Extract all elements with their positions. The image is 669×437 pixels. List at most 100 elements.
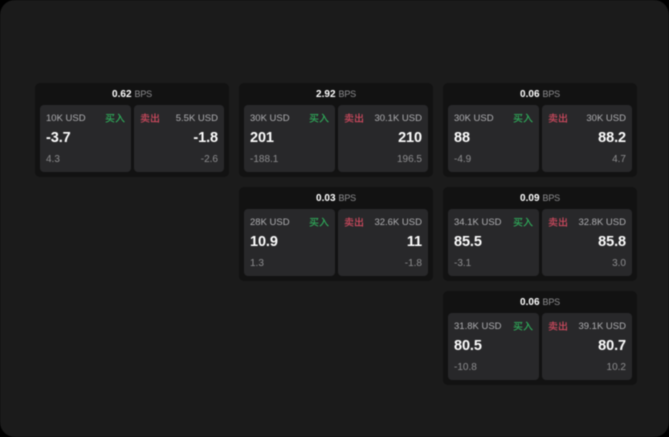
- buy-label-row: 34.1K USD 买入: [454, 216, 533, 228]
- buy-label-row: 10K USD 买入: [46, 112, 125, 124]
- quote-panels: 30K USD 买入 201 -188.1 卖出 30.1K USD: [239, 105, 433, 177]
- buy-price: 85.5: [454, 234, 482, 250]
- buy-action-label: 买入: [512, 217, 533, 227]
- buy-size-label: 28K USD: [250, 216, 290, 228]
- sell-action-glyphs: [344, 217, 363, 227]
- buy-action-text: 买入: [513, 123, 514, 124]
- spread-header: 0.06 BPS: [443, 83, 637, 105]
- sell-action-label: 卖出: [344, 217, 364, 227]
- spread-header: 2.92 BPS: [239, 83, 433, 105]
- buy-quote-panel[interactable]: 28K USD 买入 10.9 1.3: [244, 209, 335, 276]
- buy-action-glyphs: [308, 113, 329, 123]
- sell-action-text: 卖出: [344, 123, 345, 124]
- sell-size-label: 32.6K USD: [374, 216, 422, 228]
- sell-action-text: 卖出: [548, 123, 549, 124]
- buy-action-glyphs: [512, 113, 533, 123]
- spread-unit: BPS: [338, 193, 357, 203]
- buy-price: 201: [250, 130, 274, 146]
- buy-action-text: 买入: [105, 123, 106, 124]
- buy-size-label: 30K USD: [250, 112, 290, 124]
- buy-delta: -3.1: [454, 258, 472, 269]
- spread-header: 0.06 BPS: [443, 291, 637, 313]
- spread-unit: BPS: [134, 89, 153, 99]
- sell-action-label: 卖出: [344, 113, 364, 123]
- sell-quote-panel[interactable]: 卖出 5.5K USD -1.8 -2.6: [133, 105, 224, 172]
- sell-action-text: 卖出: [548, 227, 549, 228]
- buy-delta: -4.9: [454, 154, 472, 165]
- sell-price: 210: [398, 130, 422, 146]
- buy-action-label: 买入: [512, 113, 533, 124]
- sell-label-row: 卖出 39.1K USD: [548, 320, 626, 332]
- sell-action-glyphs: [548, 217, 567, 227]
- buy-label-row: 28K USD 买入: [250, 216, 329, 228]
- sell-price: -1.8: [193, 130, 218, 146]
- buy-size-label: 10K USD: [46, 112, 86, 124]
- sell-delta: -2.6: [200, 154, 218, 165]
- sell-size-label: 39.1K USD: [578, 320, 626, 332]
- sell-size-label: 5.5K USD: [175, 112, 218, 124]
- sell-quote-panel[interactable]: 卖出 30.1K USD 210 196.5: [337, 105, 428, 172]
- sell-action-label: 卖出: [548, 217, 568, 227]
- sell-quote-panel[interactable]: 卖出 39.1K USD 80.7 10.2: [541, 313, 632, 380]
- sell-action-glyphs: [548, 113, 567, 123]
- sell-delta: -1.8: [404, 258, 422, 269]
- sell-price: 88.2: [598, 130, 626, 146]
- buy-size-label: 34.1K USD: [454, 216, 502, 228]
- sell-action-glyphs: [548, 321, 567, 331]
- buy-action-glyphs: [512, 321, 533, 331]
- buy-action-label: 买入: [308, 113, 329, 123]
- spread-value: 0.03: [316, 192, 336, 204]
- sell-quote-panel[interactable]: 卖出 32.8K USD 85.8 3.0: [541, 209, 632, 276]
- sell-quote-panel[interactable]: 卖出 32.6K USD 11 -1.8: [337, 209, 428, 276]
- buy-action-label: 买入: [308, 217, 329, 227]
- buy-price: 80.5: [454, 338, 482, 354]
- buy-price: 10.9: [250, 234, 278, 250]
- buy-action-label: 买入: [512, 321, 533, 332]
- buy-action-glyphs: [104, 113, 125, 123]
- sell-delta: 3.0: [612, 258, 626, 269]
- sell-price: 85.8: [598, 234, 626, 250]
- spread-header: 0.09 BPS: [443, 187, 637, 209]
- spread-unit: BPS: [542, 193, 561, 203]
- sell-size-label: 30K USD: [586, 112, 626, 124]
- spread-value: 2.92: [316, 88, 336, 100]
- sell-action-label: 卖出: [140, 113, 160, 123]
- sell-action-glyphs: [344, 113, 363, 123]
- spread-unit: BPS: [338, 89, 357, 99]
- sell-action-label: 卖出: [548, 113, 568, 123]
- sell-label-row: 卖出 30K USD: [548, 112, 626, 124]
- quote-panels: 34.1K USD 买入 85.5 -3.1 卖出 32.8K USD: [443, 209, 637, 281]
- sell-size-label: 30.1K USD: [374, 112, 422, 124]
- buy-quote-panel[interactable]: 30K USD 买入 88 -4.9: [448, 105, 539, 172]
- sell-label-row: 卖出 32.8K USD: [548, 216, 626, 228]
- spread-unit: BPS: [542, 297, 561, 307]
- buy-action-text: 买入: [513, 331, 514, 332]
- buy-delta: 4.3: [46, 154, 60, 165]
- spread-header: 0.03 BPS: [239, 187, 433, 209]
- spread-unit: BPS: [542, 89, 561, 99]
- quote-panels: 10K USD 买入 -3.7 4.3 卖出 5.5K USD: [35, 105, 229, 177]
- spread-header: 0.62 BPS: [35, 83, 229, 105]
- quote-panels: 31.8K USD 买入 80.5 -10.8 卖出 39.1K USD: [443, 313, 637, 385]
- buy-quote-panel[interactable]: 10K USD 买入 -3.7 4.3: [40, 105, 131, 172]
- buy-label-row: 30K USD 买入: [250, 112, 329, 124]
- sell-delta: 196.5: [396, 154, 422, 165]
- buy-delta: -10.8: [454, 362, 477, 373]
- sell-label-row: 卖出 5.5K USD: [140, 112, 218, 124]
- buy-quote-panel[interactable]: 31.8K USD 买入 80.5 -10.8: [448, 313, 539, 380]
- buy-quote-panel[interactable]: 34.1K USD 买入 85.5 -3.1: [448, 209, 539, 276]
- buy-quote-panel[interactable]: 30K USD 买入 201 -188.1: [244, 105, 335, 172]
- buy-action-glyphs: [512, 217, 533, 227]
- sell-quote-panel[interactable]: 卖出 30K USD 88.2 4.7: [541, 105, 632, 172]
- sell-action-text: 卖出: [548, 331, 549, 332]
- buy-action-glyphs: [308, 217, 329, 227]
- spread-value: 0.09: [520, 192, 540, 204]
- buy-label-row: 31.8K USD 买入: [454, 320, 533, 332]
- spread-value: 0.06: [520, 296, 540, 308]
